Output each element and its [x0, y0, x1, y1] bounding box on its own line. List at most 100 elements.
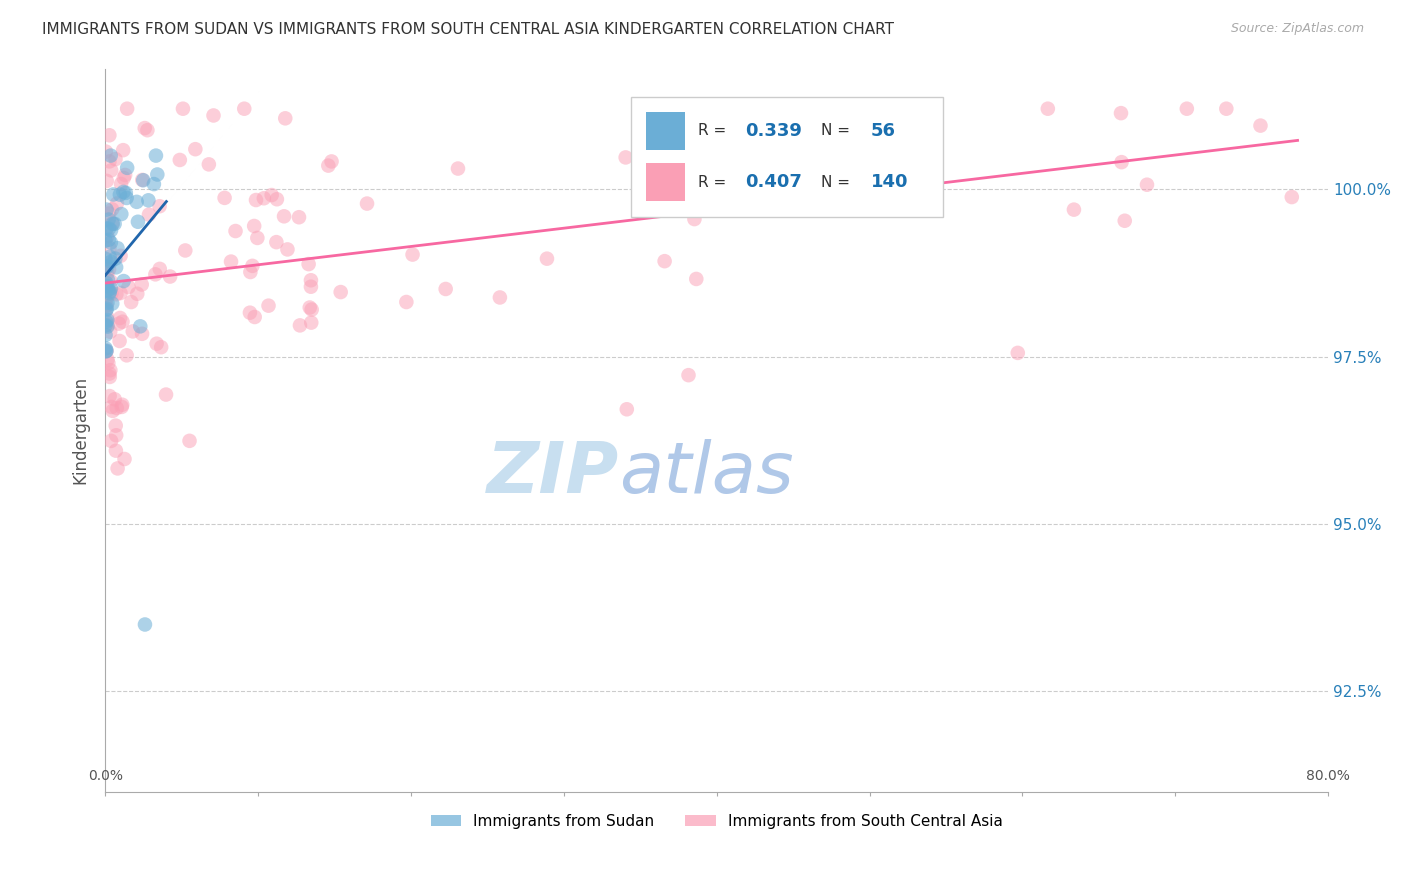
Point: [321, 154, 343, 169]
Point: [131, 326, 153, 341]
Point: [97, 212, 120, 227]
Point: [115, 161, 138, 175]
Point: [98, 285, 121, 299]
Point: [101, 202, 124, 217]
Point: [98, 154, 121, 169]
Text: IMMIGRANTS FROM SUDAN VS IMMIGRANTS FROM SOUTH CENTRAL ASIA KINDERGARTEN CORRELA: IMMIGRANTS FROM SUDAN VS IMMIGRANTS FROM…: [42, 22, 894, 37]
Point: [174, 244, 197, 258]
Point: [121, 325, 143, 339]
Point: [110, 249, 132, 263]
Point: [145, 268, 167, 282]
Point: [112, 171, 135, 186]
Point: [103, 187, 125, 202]
Point: [447, 161, 470, 176]
Point: [131, 173, 153, 187]
Point: [112, 185, 135, 199]
Point: [111, 400, 134, 414]
Point: [1215, 102, 1237, 116]
Point: [100, 281, 122, 295]
Point: [149, 261, 172, 276]
Point: [1136, 178, 1159, 192]
Point: [111, 398, 134, 412]
Point: [787, 102, 810, 116]
Point: [112, 274, 135, 288]
Point: [536, 252, 558, 266]
Point: [239, 306, 262, 320]
Point: [94, 252, 117, 266]
Point: [1109, 106, 1132, 120]
Point: [246, 231, 269, 245]
Point: [94, 344, 117, 359]
Point: [117, 280, 139, 294]
Text: Source: ZipAtlas.com: Source: ZipAtlas.com: [1230, 22, 1364, 36]
Text: R =: R =: [699, 123, 731, 138]
Point: [112, 143, 135, 157]
Point: [129, 319, 152, 334]
Point: [127, 215, 149, 229]
Point: [96, 310, 118, 324]
Point: [100, 286, 122, 301]
Point: [266, 192, 288, 206]
Point: [132, 173, 155, 187]
Point: [299, 273, 322, 287]
Point: [101, 216, 124, 230]
Point: [104, 152, 127, 166]
Point: [104, 392, 127, 407]
Point: [100, 235, 122, 250]
Text: 56: 56: [870, 121, 896, 140]
Point: [105, 401, 128, 415]
Point: [669, 120, 692, 135]
Point: [242, 259, 264, 273]
Point: [110, 207, 132, 221]
Point: [96, 299, 118, 313]
Point: [100, 163, 122, 178]
Point: [762, 102, 785, 116]
Point: [179, 434, 201, 448]
Point: [96, 295, 118, 310]
Point: [198, 157, 221, 171]
Point: [98, 367, 121, 381]
Point: [214, 191, 236, 205]
Point: [108, 187, 131, 202]
Point: [97, 356, 120, 370]
Text: 0.0%: 0.0%: [87, 769, 122, 783]
Point: [104, 217, 127, 231]
Point: [172, 102, 194, 116]
Text: N =: N =: [821, 175, 855, 190]
Point: [114, 186, 136, 200]
Point: [94, 234, 117, 248]
Text: 80.0%: 80.0%: [1306, 769, 1350, 783]
Point: [100, 223, 122, 237]
Point: [225, 224, 247, 238]
Point: [159, 269, 181, 284]
Point: [108, 334, 131, 348]
Point: [96, 319, 118, 334]
Point: [96, 343, 118, 358]
Point: [683, 212, 706, 227]
Point: [114, 168, 136, 182]
Point: [97, 273, 120, 287]
FancyBboxPatch shape: [631, 97, 943, 217]
Point: [115, 191, 138, 205]
Point: [136, 123, 159, 137]
Point: [245, 193, 267, 207]
Point: [94, 293, 117, 307]
Point: [288, 318, 311, 333]
Point: [678, 368, 700, 383]
Point: [329, 285, 352, 299]
Point: [266, 235, 288, 249]
Point: [105, 260, 128, 275]
Point: [145, 148, 167, 162]
Point: [104, 252, 127, 266]
Point: [202, 108, 225, 122]
Point: [96, 221, 118, 235]
Point: [104, 443, 127, 458]
Point: [434, 282, 457, 296]
Point: [98, 241, 121, 255]
Point: [616, 402, 638, 417]
Point: [98, 389, 121, 403]
Point: [299, 316, 322, 330]
Point: [662, 147, 685, 161]
Point: [94, 258, 117, 272]
Point: [98, 128, 121, 143]
